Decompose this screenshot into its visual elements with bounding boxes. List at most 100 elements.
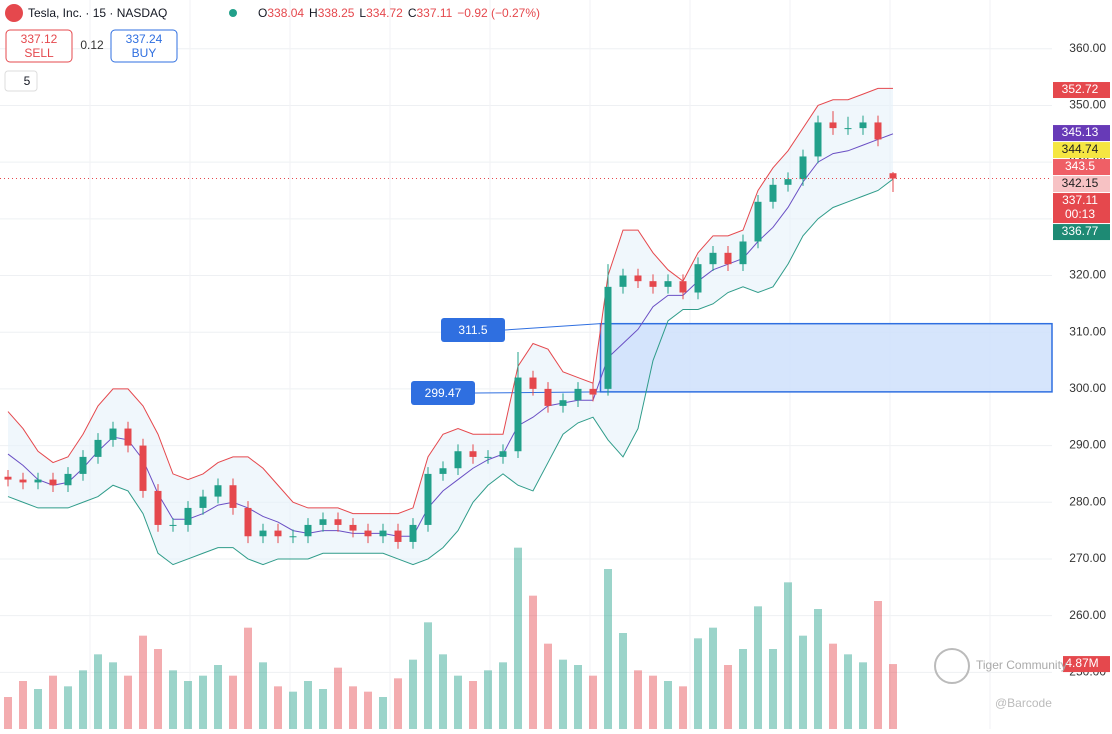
- volume-bar: [184, 681, 192, 729]
- y-tick-label: 260.00: [1069, 608, 1106, 622]
- candle-body: [79, 456, 87, 474]
- logo: [5, 4, 23, 22]
- watermark: Tiger Community: [976, 658, 1067, 672]
- price-label-box: [1053, 82, 1110, 99]
- volume-bar: [784, 582, 792, 729]
- volume-bar: [559, 659, 567, 729]
- volume-bar: [484, 670, 492, 729]
- volume-bar: [304, 681, 312, 729]
- indicators-toggle[interactable]: [4, 70, 38, 92]
- volume-bar: [499, 662, 507, 729]
- volume-bar: [379, 697, 387, 729]
- buy-button[interactable]: [110, 29, 178, 63]
- zone-label-box: [441, 318, 505, 342]
- volume-bar: [124, 675, 132, 729]
- y-tick-label: 360.00: [1069, 41, 1106, 55]
- volume-bar: [814, 609, 822, 729]
- volume-bar: [34, 689, 42, 729]
- countdown: 00:13: [1065, 207, 1095, 221]
- volume-bar: [274, 686, 282, 729]
- candle-body: [154, 490, 162, 525]
- candle-body: [4, 476, 12, 480]
- y-tick-label: 290.00: [1069, 438, 1106, 452]
- candle-body: [754, 201, 762, 242]
- price-label: 344.74: [1062, 142, 1099, 156]
- candle-body: [799, 156, 807, 180]
- candle-body: [514, 377, 522, 452]
- volume-bar: [679, 686, 687, 729]
- ohlc-key: O: [258, 6, 267, 20]
- y-tick-label: 320.00: [1069, 268, 1106, 282]
- candle-body: [634, 275, 642, 282]
- volume-bar: [664, 681, 672, 729]
- volume-bar: [574, 665, 582, 729]
- price-label-box: [1053, 224, 1110, 241]
- candle-body: [709, 252, 717, 265]
- volume-bar: [229, 675, 237, 729]
- sell-button[interactable]: [5, 29, 73, 63]
- volume-bar: [64, 686, 72, 729]
- price-label: 337.11: [1062, 193, 1098, 207]
- title: Tesla, Inc. · 15 · NASDAQ: [28, 6, 167, 20]
- candle-body: [49, 479, 57, 486]
- volume-bar: [169, 670, 177, 729]
- y-tick-label: 310.00: [1069, 324, 1106, 338]
- ohlc-value: 338.25: [318, 6, 355, 20]
- ohlc-value: 334.72: [366, 6, 403, 20]
- volume-bar: [694, 638, 702, 729]
- volume-bar: [634, 670, 642, 729]
- volume-bar: [79, 670, 87, 729]
- volume-bar: [889, 664, 897, 729]
- y-tick-label: 280.00: [1069, 494, 1106, 508]
- candle-body: [484, 456, 492, 458]
- volume-bar: [724, 665, 732, 729]
- status-dot: [229, 9, 237, 17]
- candle-body: [334, 519, 342, 525]
- candle-body: [319, 519, 327, 525]
- ohlc-key: H: [309, 6, 318, 20]
- volume-bar: [394, 678, 402, 729]
- candle-body: [379, 530, 387, 537]
- volume-bar: [349, 686, 357, 729]
- volume-bar: [109, 662, 117, 729]
- volume-label-box: [1063, 656, 1110, 673]
- volume-bar: [214, 665, 222, 729]
- zone-leader: [504, 323, 601, 331]
- zone-label: 299.47: [425, 386, 462, 400]
- sell-price: 337.12: [21, 32, 58, 46]
- candle-body: [64, 473, 72, 486]
- volume-bar: [19, 681, 27, 729]
- candle-body: [889, 173, 897, 179]
- spread: 0.12: [80, 38, 104, 52]
- volume-bar: [4, 697, 12, 729]
- candle-body: [184, 507, 192, 525]
- candle-body: [844, 128, 852, 130]
- volume-bar: [514, 547, 522, 729]
- candle-body: [544, 388, 552, 406]
- volume-bar: [49, 675, 57, 729]
- volume-bar: [139, 635, 147, 729]
- candle-body: [259, 530, 267, 537]
- candle-body: [694, 264, 702, 293]
- price-label: 352.72: [1062, 82, 1099, 96]
- candle-body: [589, 388, 597, 395]
- volume-bar: [769, 649, 777, 729]
- candle-body: [559, 400, 567, 406]
- buy-label: BUY: [132, 46, 157, 60]
- candle-body: [784, 179, 792, 185]
- candle-body: [619, 275, 627, 287]
- volume-bar: [739, 649, 747, 729]
- band-line: [7, 178, 894, 566]
- y-tick-label: 350.00: [1069, 98, 1106, 112]
- zone-label-box: [411, 381, 475, 405]
- price-label-box: [1053, 125, 1110, 142]
- volume-bar: [454, 675, 462, 729]
- candle-body: [529, 377, 537, 389]
- ohlc-value: 337.11: [416, 6, 452, 20]
- y-tick-label: 300.00: [1069, 381, 1106, 395]
- ohlc-key: L: [359, 6, 366, 20]
- price-label-box: [1053, 142, 1110, 159]
- volume-bar: [829, 643, 837, 729]
- candle-body: [424, 473, 432, 525]
- volume-bar: [364, 691, 372, 729]
